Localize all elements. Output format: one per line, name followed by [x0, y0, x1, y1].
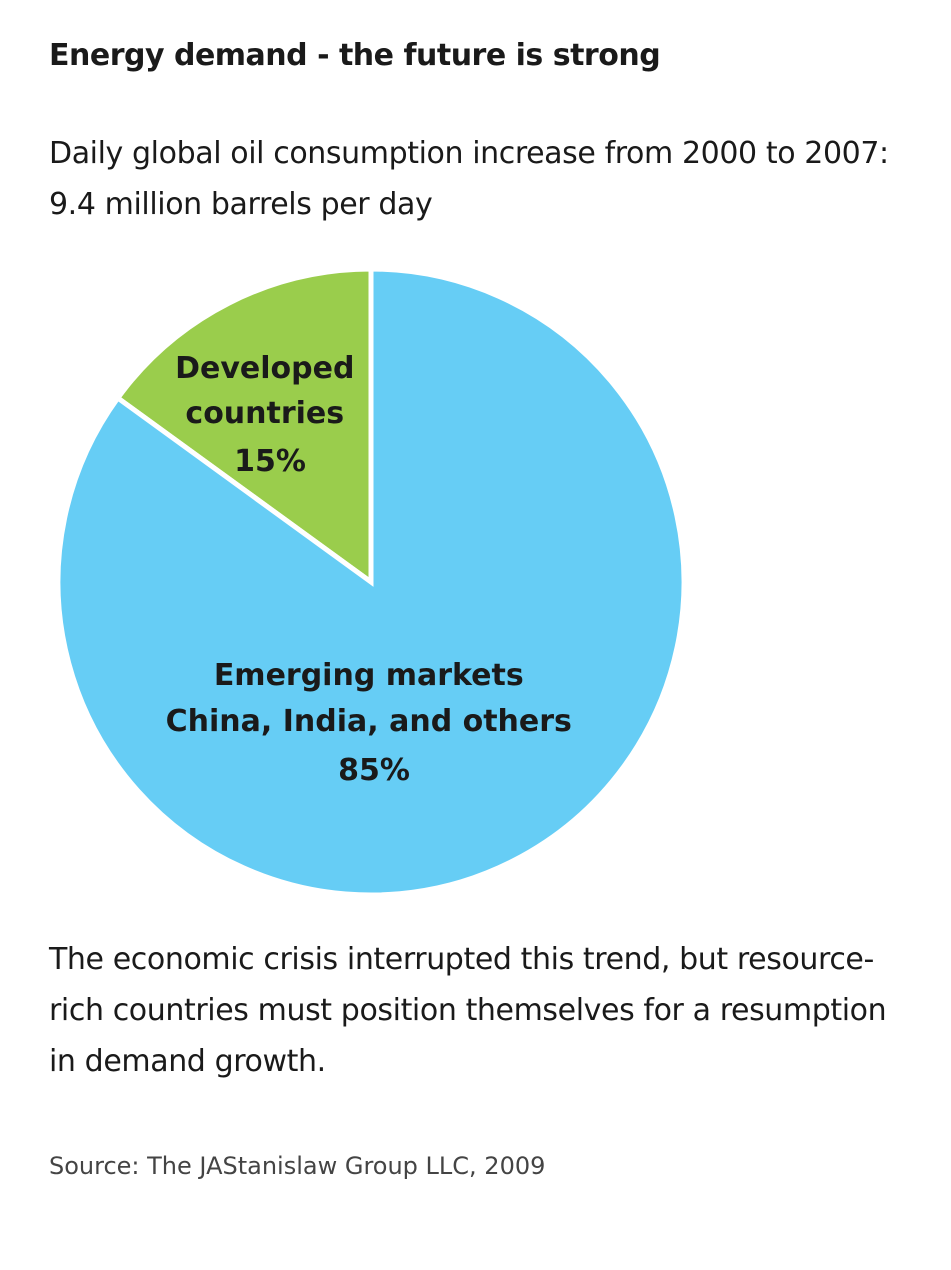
chart-title: Energy demand - the future is strong	[49, 38, 661, 73]
note-line-2: rich countries must position themselves …	[49, 993, 887, 1028]
slice-label-developed-line-2: countries	[185, 396, 344, 431]
source-note: Source: The JAStanislaw Group LLC, 2009	[49, 1152, 546, 1180]
subtitle-line-1: Daily global oil consumption increase fr…	[49, 136, 889, 171]
slice-label-emerging-line-1: Emerging markets	[214, 658, 524, 693]
note-line-1: The economic crisis interrupted this tre…	[49, 942, 874, 977]
note-line-3: in demand growth.	[49, 1044, 326, 1079]
pie-slice-emerging	[55, 266, 687, 898]
slice-label-developed-line-1: Developed	[175, 351, 354, 386]
slice-label-emerging-line-2: China, India, and others	[166, 704, 572, 739]
chart-subtitle: Daily global oil consumption increase fr…	[49, 128, 889, 230]
pie-slice-developed	[114, 266, 374, 587]
slice-label-developed: Developed countries 15%	[175, 351, 365, 479]
slice-label-emerging-value: 85%	[338, 753, 410, 788]
chart-note: The economic crisis interrupted this tre…	[49, 934, 909, 1087]
slice-label-emerging: Emerging markets China, India, and other…	[166, 658, 583, 788]
slice-label-developed-value: 15%	[234, 444, 306, 479]
subtitle-line-2: 9.4 million barrels per day	[49, 187, 433, 222]
